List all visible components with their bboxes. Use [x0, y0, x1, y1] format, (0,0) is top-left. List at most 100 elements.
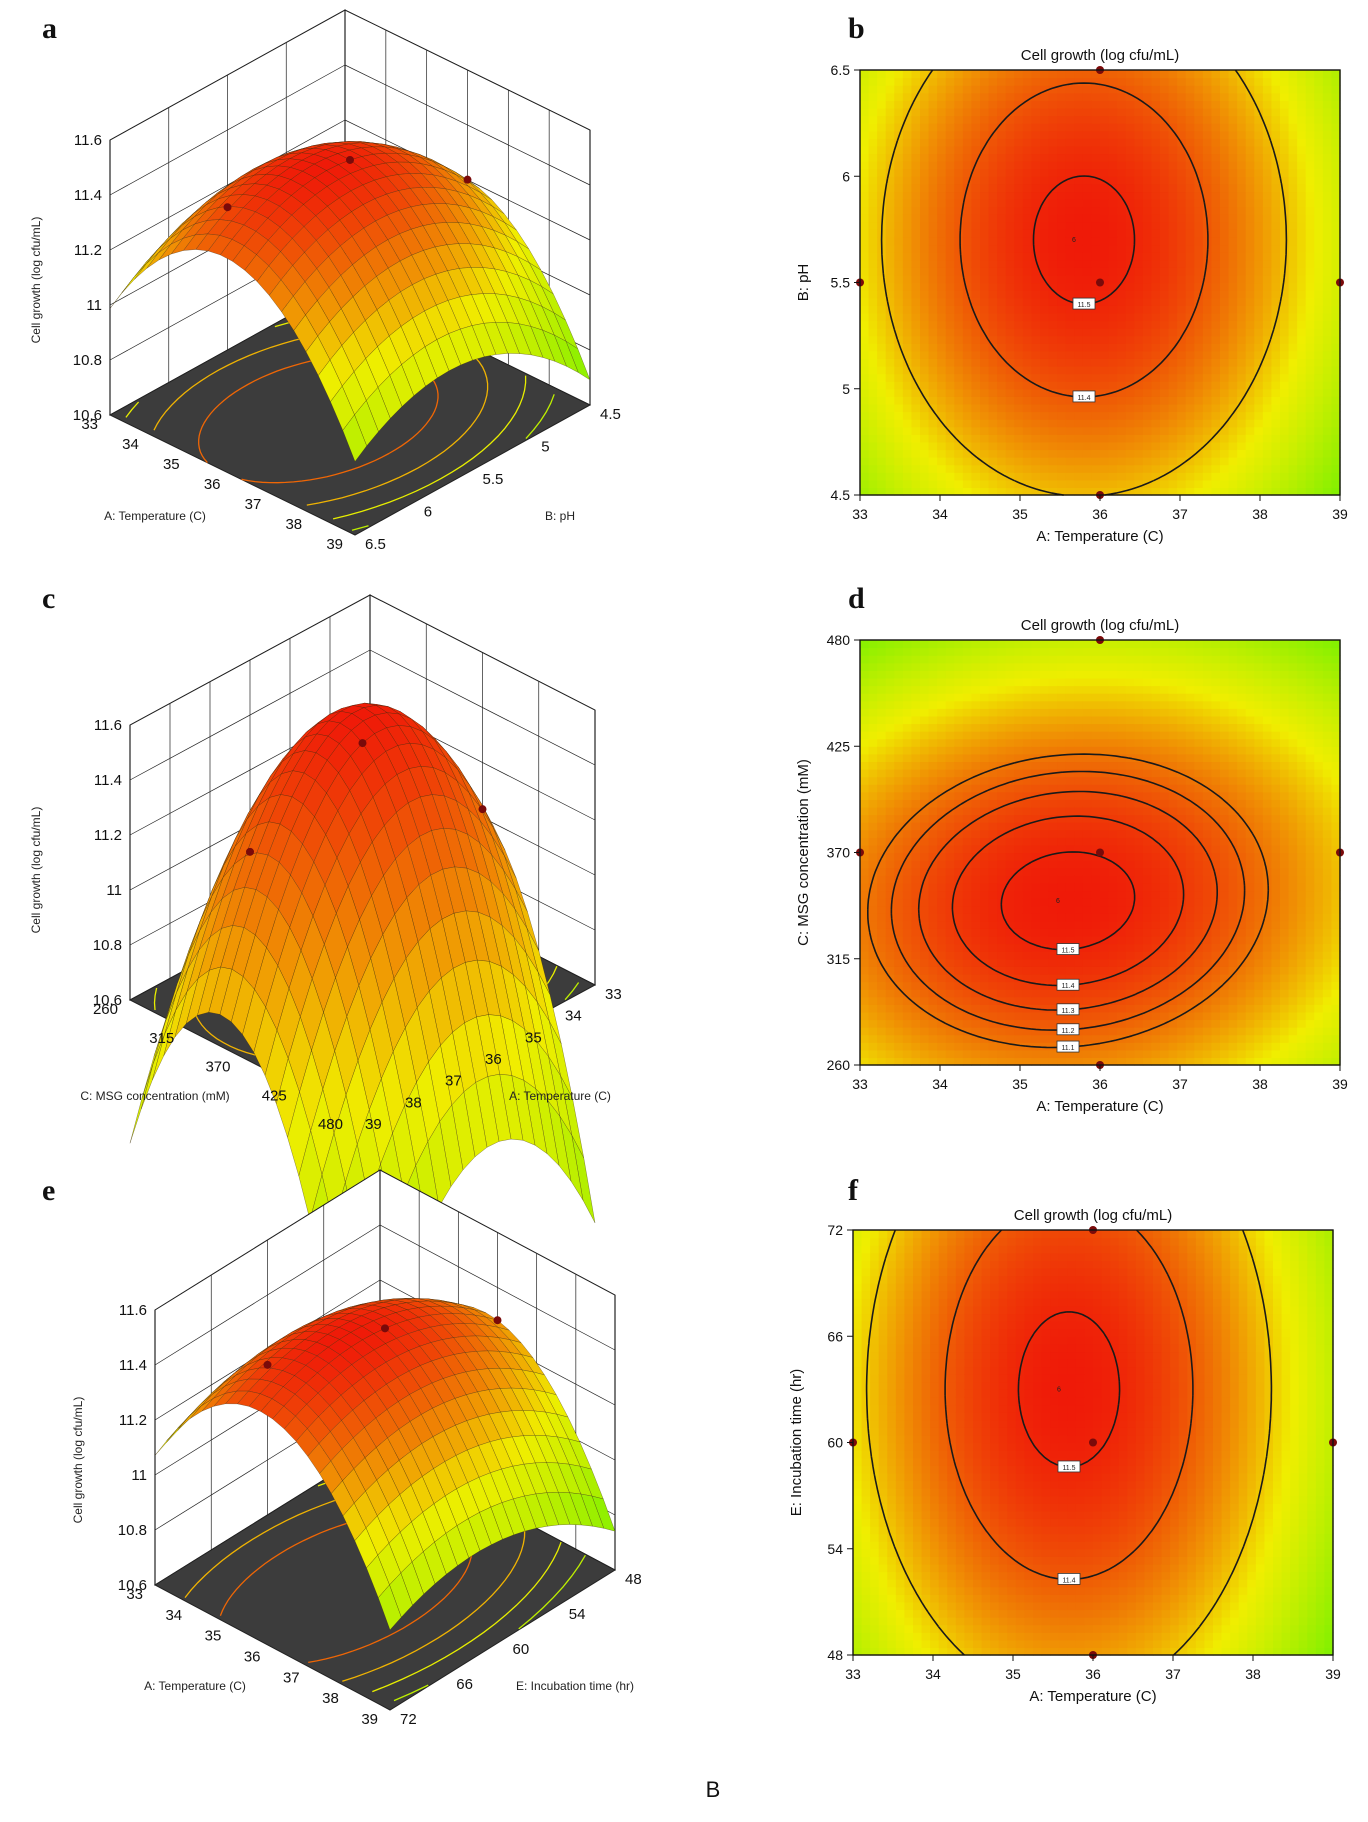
heatmap-cell: [1134, 449, 1144, 458]
heatmap-cell: [1271, 358, 1281, 367]
heatmap-cell: [1074, 472, 1084, 481]
heatmap-cell: [1271, 130, 1281, 139]
heatmap-cell: [894, 685, 904, 694]
heatmap-cell: [1271, 426, 1281, 435]
heatmap-cell: [1314, 206, 1324, 215]
heatmap-cell: [1322, 274, 1333, 284]
heatmap-cell: [1005, 77, 1015, 86]
heatmap-cell: [920, 731, 930, 740]
heatmap-cell: [962, 685, 973, 694]
heatmap-cell: [1125, 350, 1135, 359]
heatmap-cell: [1065, 214, 1075, 223]
heatmap-cell: [954, 373, 964, 382]
heatmap-cell: [902, 829, 913, 838]
heatmap-cell: [980, 890, 990, 899]
heatmap-cell: [928, 973, 938, 983]
heatmap-cell: [928, 176, 938, 185]
heatmap-cell: [997, 441, 1007, 451]
heatmap-cell: [1160, 130, 1170, 139]
heatmap-cell: [860, 822, 870, 831]
heatmap-cell: [1194, 464, 1204, 473]
heatmap-cell: [1057, 365, 1067, 375]
heatmap-cell: [920, 70, 930, 79]
heatmap-cell: [1100, 312, 1110, 322]
heatmap-cell: [945, 685, 955, 694]
heatmap-cell: [1177, 479, 1187, 489]
heatmap-cell: [868, 229, 878, 238]
heatmap-cell: [954, 115, 964, 124]
heatmap-cell: [877, 434, 887, 443]
heatmap-cell: [1125, 130, 1135, 139]
heatmap-cell: [860, 130, 870, 139]
heatmap-cell: [902, 685, 913, 694]
heatmap-cell: [1288, 138, 1298, 147]
heatmap-cell: [894, 70, 904, 79]
heatmap-cell: [1125, 411, 1135, 420]
heatmap-cell: [937, 890, 947, 899]
heatmap-cell: [885, 662, 895, 671]
heatmap-cell: [1014, 305, 1024, 314]
heatmap-cell: [885, 647, 895, 656]
heatmap-cell: [1108, 479, 1118, 489]
heatmap-cell: [1288, 176, 1298, 185]
heatmap-cell: [1022, 130, 1033, 139]
heatmap-cell: [920, 685, 930, 694]
heatmap-cell: [937, 85, 947, 94]
heatmap-cell: [997, 183, 1007, 193]
heatmap-cell: [894, 738, 904, 747]
heatmap-cell: [1082, 434, 1093, 443]
heatmap-cell: [868, 183, 878, 193]
heatmap-cell: [1228, 320, 1238, 329]
heatmap-cell: [868, 236, 878, 246]
heatmap-cell: [1031, 123, 1041, 132]
heatmap-cell: [1288, 487, 1298, 496]
heatmap-cell: [1237, 267, 1247, 276]
heatmap-cell: [902, 1011, 913, 1021]
heatmap-cell: [945, 700, 955, 709]
heatmap-cell: [1005, 328, 1015, 337]
heatmap-cell: [962, 373, 973, 382]
heatmap-cell: [1262, 464, 1273, 473]
heatmap-cell: [1185, 358, 1195, 367]
x-tick-label: 370: [205, 1059, 230, 1076]
heatmap-cell: [868, 206, 878, 215]
heatmap-cell: [1134, 168, 1144, 177]
heatmap-cell: [954, 449, 964, 458]
heatmap-cell: [1177, 176, 1187, 185]
heatmap-cell: [1065, 85, 1075, 94]
heatmap-cell: [860, 343, 870, 352]
heatmap-cell: [980, 973, 990, 983]
heatmap-cell: [1065, 77, 1075, 86]
heatmap-cell: [980, 1042, 990, 1051]
heatmap-cell: [1314, 92, 1324, 101]
heatmap-cell: [894, 715, 904, 725]
heatmap-cell: [1074, 426, 1084, 435]
heatmap-cell: [1228, 206, 1238, 215]
heatmap-cell: [1082, 381, 1093, 390]
heatmap-cell: [971, 381, 981, 390]
heatmap-cell: [997, 290, 1007, 299]
heatmap-cell: [1202, 138, 1213, 147]
heatmap-cell: [1014, 426, 1024, 435]
heatmap-cell: [877, 890, 887, 899]
heatmap-cell: [860, 943, 870, 952]
heatmap-cell: [920, 214, 930, 223]
heatmap-cell: [1040, 464, 1050, 473]
heatmap-cell: [1305, 153, 1315, 162]
heatmap-cell: [1220, 206, 1230, 215]
heatmap-cell: [928, 77, 938, 86]
heatmap-cell: [920, 647, 930, 656]
heatmap-cell: [902, 708, 913, 717]
heatmap-cell: [1220, 229, 1230, 238]
heatmap-cell: [1271, 168, 1281, 177]
heatmap-cell: [928, 92, 938, 101]
heatmap-cell: [1177, 191, 1187, 200]
heatmap-cell: [1314, 85, 1324, 94]
heatmap-cell: [1168, 252, 1178, 261]
heatmap-cell: [1117, 297, 1127, 306]
heatmap-cell: [1168, 381, 1178, 390]
heatmap-cell: [902, 738, 913, 747]
heatmap-cell: [1314, 434, 1324, 443]
heatmap-cell: [971, 966, 981, 975]
heatmap-cell: [1297, 282, 1307, 291]
